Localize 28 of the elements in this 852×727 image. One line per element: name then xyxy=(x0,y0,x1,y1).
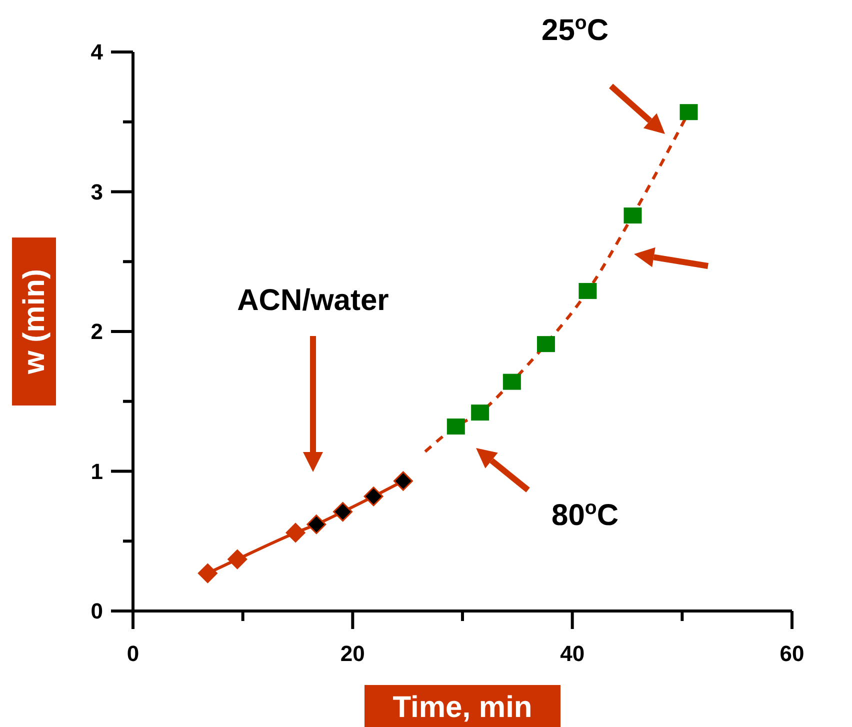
y-tick-label: 1 xyxy=(90,458,103,484)
point xyxy=(364,486,384,506)
x-tick-label: 0 xyxy=(126,641,140,666)
point xyxy=(198,564,218,584)
y-tick-label: 3 xyxy=(90,179,103,204)
point xyxy=(536,336,555,352)
point xyxy=(680,104,698,120)
point xyxy=(306,514,326,534)
point xyxy=(228,550,248,570)
point xyxy=(333,502,353,522)
point xyxy=(624,208,642,224)
y-tick-label: 0 xyxy=(90,598,103,624)
point xyxy=(578,282,597,299)
point xyxy=(502,374,521,390)
point xyxy=(471,404,490,421)
x-tick-label: 40 xyxy=(560,641,585,666)
annotation: 80$^{o}$C xyxy=(552,497,618,532)
x-tick-label: 20 xyxy=(340,641,365,666)
point xyxy=(393,471,413,491)
y-axis-title: w (min) xyxy=(18,269,51,375)
point xyxy=(446,418,465,435)
annotation: ACN/water xyxy=(237,284,390,317)
x-axis-title: Time, min xyxy=(392,691,532,724)
x-tick-label: 60 xyxy=(780,641,804,666)
y-tick-label: 4 xyxy=(90,40,104,65)
point xyxy=(286,522,306,542)
text: 25$^{o}$C xyxy=(542,12,608,47)
y-tick-label: 2 xyxy=(90,319,103,344)
